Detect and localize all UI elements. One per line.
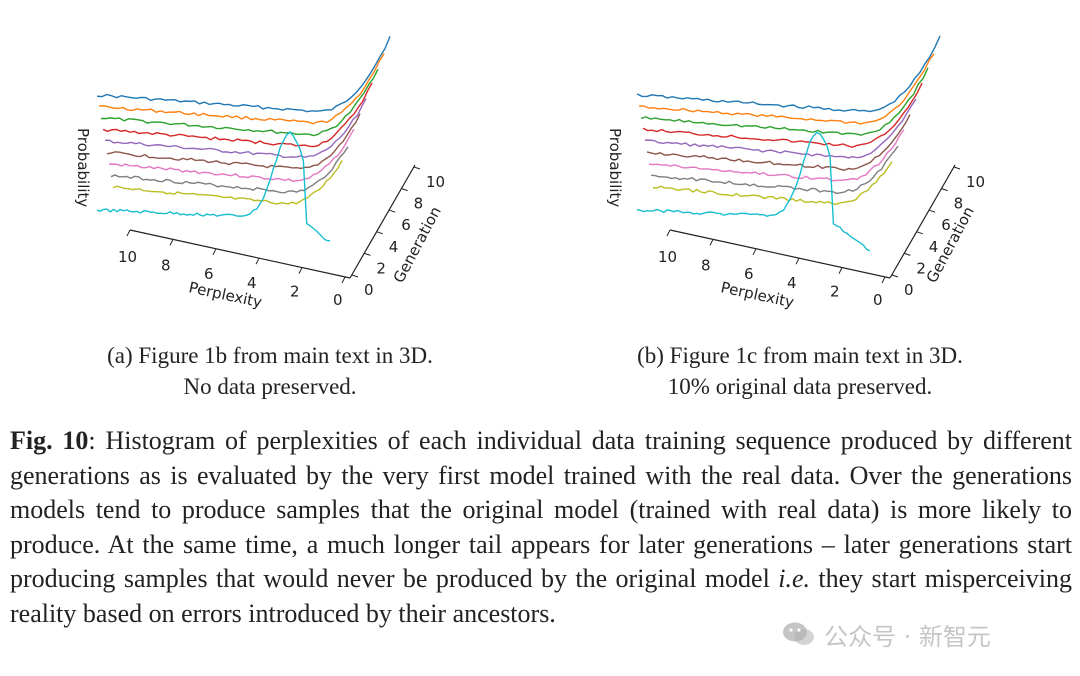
series-line-gen-5: [106, 113, 361, 170]
y-tick: [351, 274, 359, 278]
y-tick-label: 8: [414, 195, 424, 213]
series-line-gen-9: [636, 131, 871, 252]
series-line-gen-4: [104, 98, 367, 159]
y-tick-label: 6: [401, 216, 411, 234]
caption-line-1: (a) Figure 1b from main text in 3D.: [107, 343, 433, 368]
series-line-gen-6: [648, 129, 905, 182]
subfigure-b: 10 8 6 4 2 0 0 2 4 6 8 10 Probability Perplexity G…: [540, 0, 1080, 330]
caption-ie: i.e.: [778, 564, 810, 593]
x-tick: [126, 229, 131, 237]
z-axis-label-a: Probability: [74, 128, 92, 207]
x-tick-label: 2: [830, 282, 840, 300]
x-tick: [666, 229, 671, 237]
figure-label: Fig. 10: [10, 426, 89, 455]
x-tick-labels-b: 10 8 6 4 2 0: [658, 229, 886, 309]
x-tick: [255, 257, 260, 265]
y-tick-label: 10: [966, 173, 985, 191]
y-tick: [376, 231, 383, 235]
y-tick-label: 8: [954, 195, 964, 213]
series-line-gen-8: [652, 161, 893, 206]
x-tick-label: 6: [744, 265, 754, 283]
y-axis-b: [889, 164, 956, 279]
x-tick: [795, 257, 800, 265]
series-line-gen-9: [96, 130, 331, 242]
series-line-gen-0: [96, 36, 391, 113]
series-line-gen-1: [638, 53, 935, 125]
x-axis-label-b: Perplexity: [719, 278, 796, 311]
series-line-gen-6: [108, 128, 355, 182]
y-tick-label: 10: [426, 173, 445, 191]
series-curves-b: [636, 35, 941, 252]
series-line-gen-3: [642, 82, 923, 148]
series-line-gen-8: [112, 160, 343, 205]
caption-text-end: they start misperceiving reality based o…: [10, 564, 1073, 628]
series-line-gen-2: [100, 68, 379, 137]
y-tick: [941, 188, 948, 192]
y-tick: [891, 274, 899, 278]
series-line-gen-2: [640, 67, 929, 136]
y-tick-label: 6: [941, 216, 951, 234]
x-tick: [298, 267, 303, 274]
x-tick-label: 0: [873, 291, 883, 309]
caption-text: : Histogram of perplexities of each indi…: [10, 426, 1072, 593]
x-tick-label: 10: [658, 248, 677, 266]
y-tick-label: 2: [916, 259, 926, 277]
x-tick: [881, 276, 886, 284]
y-tick-label: 4: [389, 238, 399, 256]
figure-caption: Fig. 10: Histogram of perplexities of ea…: [10, 424, 1072, 631]
x-axis-b: [669, 229, 891, 279]
y-tick-label: 0: [904, 281, 914, 299]
series-line-gen-0: [636, 35, 941, 113]
x-tick-label: 4: [247, 274, 257, 292]
x-tick-label: 10: [118, 248, 137, 266]
caption-line-1: (b) Figure 1c from main text in 3D.: [637, 343, 963, 368]
series-line-gen-7: [650, 145, 899, 195]
wechat-icon: [782, 621, 816, 647]
x-tick-label: 4: [787, 274, 797, 292]
x-tick: [709, 239, 714, 246]
x-tick-label: 6: [204, 265, 214, 283]
y-tick: [904, 252, 911, 256]
y-tick: [413, 166, 421, 170]
y-tick-label: 0: [364, 281, 374, 299]
subfigure-a: 10 8 6 4 2 0 0 2 4 6 8 10 Probability Perplexity G…: [0, 0, 540, 330]
x-tick: [212, 248, 217, 256]
x-tick-label: 8: [701, 257, 711, 275]
watermark-text: 公众号 · 新智元: [824, 622, 991, 651]
x-tick-label: 0: [333, 291, 343, 309]
series-line-gen-3: [102, 82, 373, 148]
y-tick: [953, 166, 961, 170]
series-line-gen-7: [110, 146, 349, 194]
subfigure-caption-a: (a) Figure 1b from main text in 3D. No d…: [0, 340, 540, 402]
series-curves-a: [96, 36, 391, 242]
z-axis-label-b: Probability: [606, 128, 624, 207]
caption-line-2: 10% original data preserved.: [667, 374, 933, 399]
x-tick-labels-a: 10 8 6 4 2 0: [118, 229, 346, 309]
y-tick: [401, 188, 408, 192]
x-tick-label: 2: [290, 282, 300, 300]
x-tick-label: 8: [161, 257, 171, 275]
x-tick: [341, 276, 346, 284]
watermark: 公众号 · 新智元: [782, 614, 1052, 654]
caption-line-2: No data preserved.: [183, 374, 357, 399]
x-tick: [169, 239, 174, 246]
y-tick: [916, 231, 923, 235]
x-axis-a: [129, 229, 351, 279]
series-line-gen-1: [98, 53, 385, 125]
y-tick: [389, 209, 396, 213]
y-axis-a: [349, 164, 416, 279]
y-tick-label: 2: [376, 259, 386, 277]
subfigure-caption-b: (b) Figure 1c from main text in 3D. 10% …: [530, 340, 1070, 402]
x-tick: [838, 267, 843, 274]
series-line-gen-5: [646, 114, 911, 172]
y-tick: [364, 252, 371, 256]
y-tick-label: 4: [929, 238, 939, 256]
series-line-gen-4: [644, 98, 917, 159]
x-tick: [752, 248, 757, 256]
y-tick: [929, 209, 936, 213]
